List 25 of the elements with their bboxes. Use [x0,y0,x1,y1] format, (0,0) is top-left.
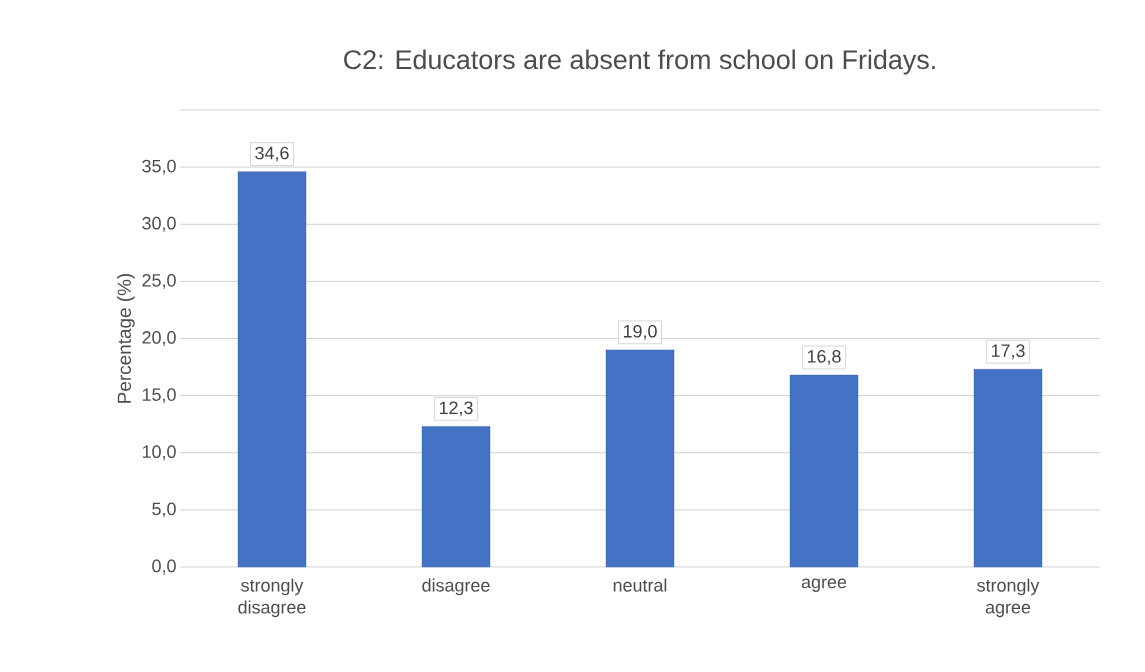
data-label: 34,6 [255,146,289,162]
x-tick-label: agree [801,578,847,592]
data-label: 12,3 [439,401,473,417]
chart-title: C2: Educators are absent from school on Fridays. [344,49,935,75]
y-tick-label: 25,0 [142,273,176,289]
y-tick-label: 0,0 [152,559,176,575]
data-label: 19,0 [623,324,657,340]
x-tick-label: strongly agree [977,578,1040,618]
bar [973,369,1043,568]
bar [421,426,491,568]
y-axis-title: Percentage (%) [117,273,135,403]
y-tick-label: 30,0 [142,216,176,232]
data-label: 17,3 [991,344,1025,360]
y-tick-label: 35,0 [142,159,176,175]
data-label: 16,8 [807,350,841,365]
y-tick-label: 20,0 [142,331,176,346]
y-tick-label: 5,0 [152,502,176,518]
x-tick-label: disagree [422,578,490,596]
x-tick-label: neutral [613,578,667,592]
y-tick-label: 15,0 [142,388,176,404]
x-tick-label: strongly disagree [238,578,306,618]
bar [605,349,675,568]
bar [789,374,859,568]
bar [237,171,307,568]
y-tick-label: 10,0 [142,445,176,461]
